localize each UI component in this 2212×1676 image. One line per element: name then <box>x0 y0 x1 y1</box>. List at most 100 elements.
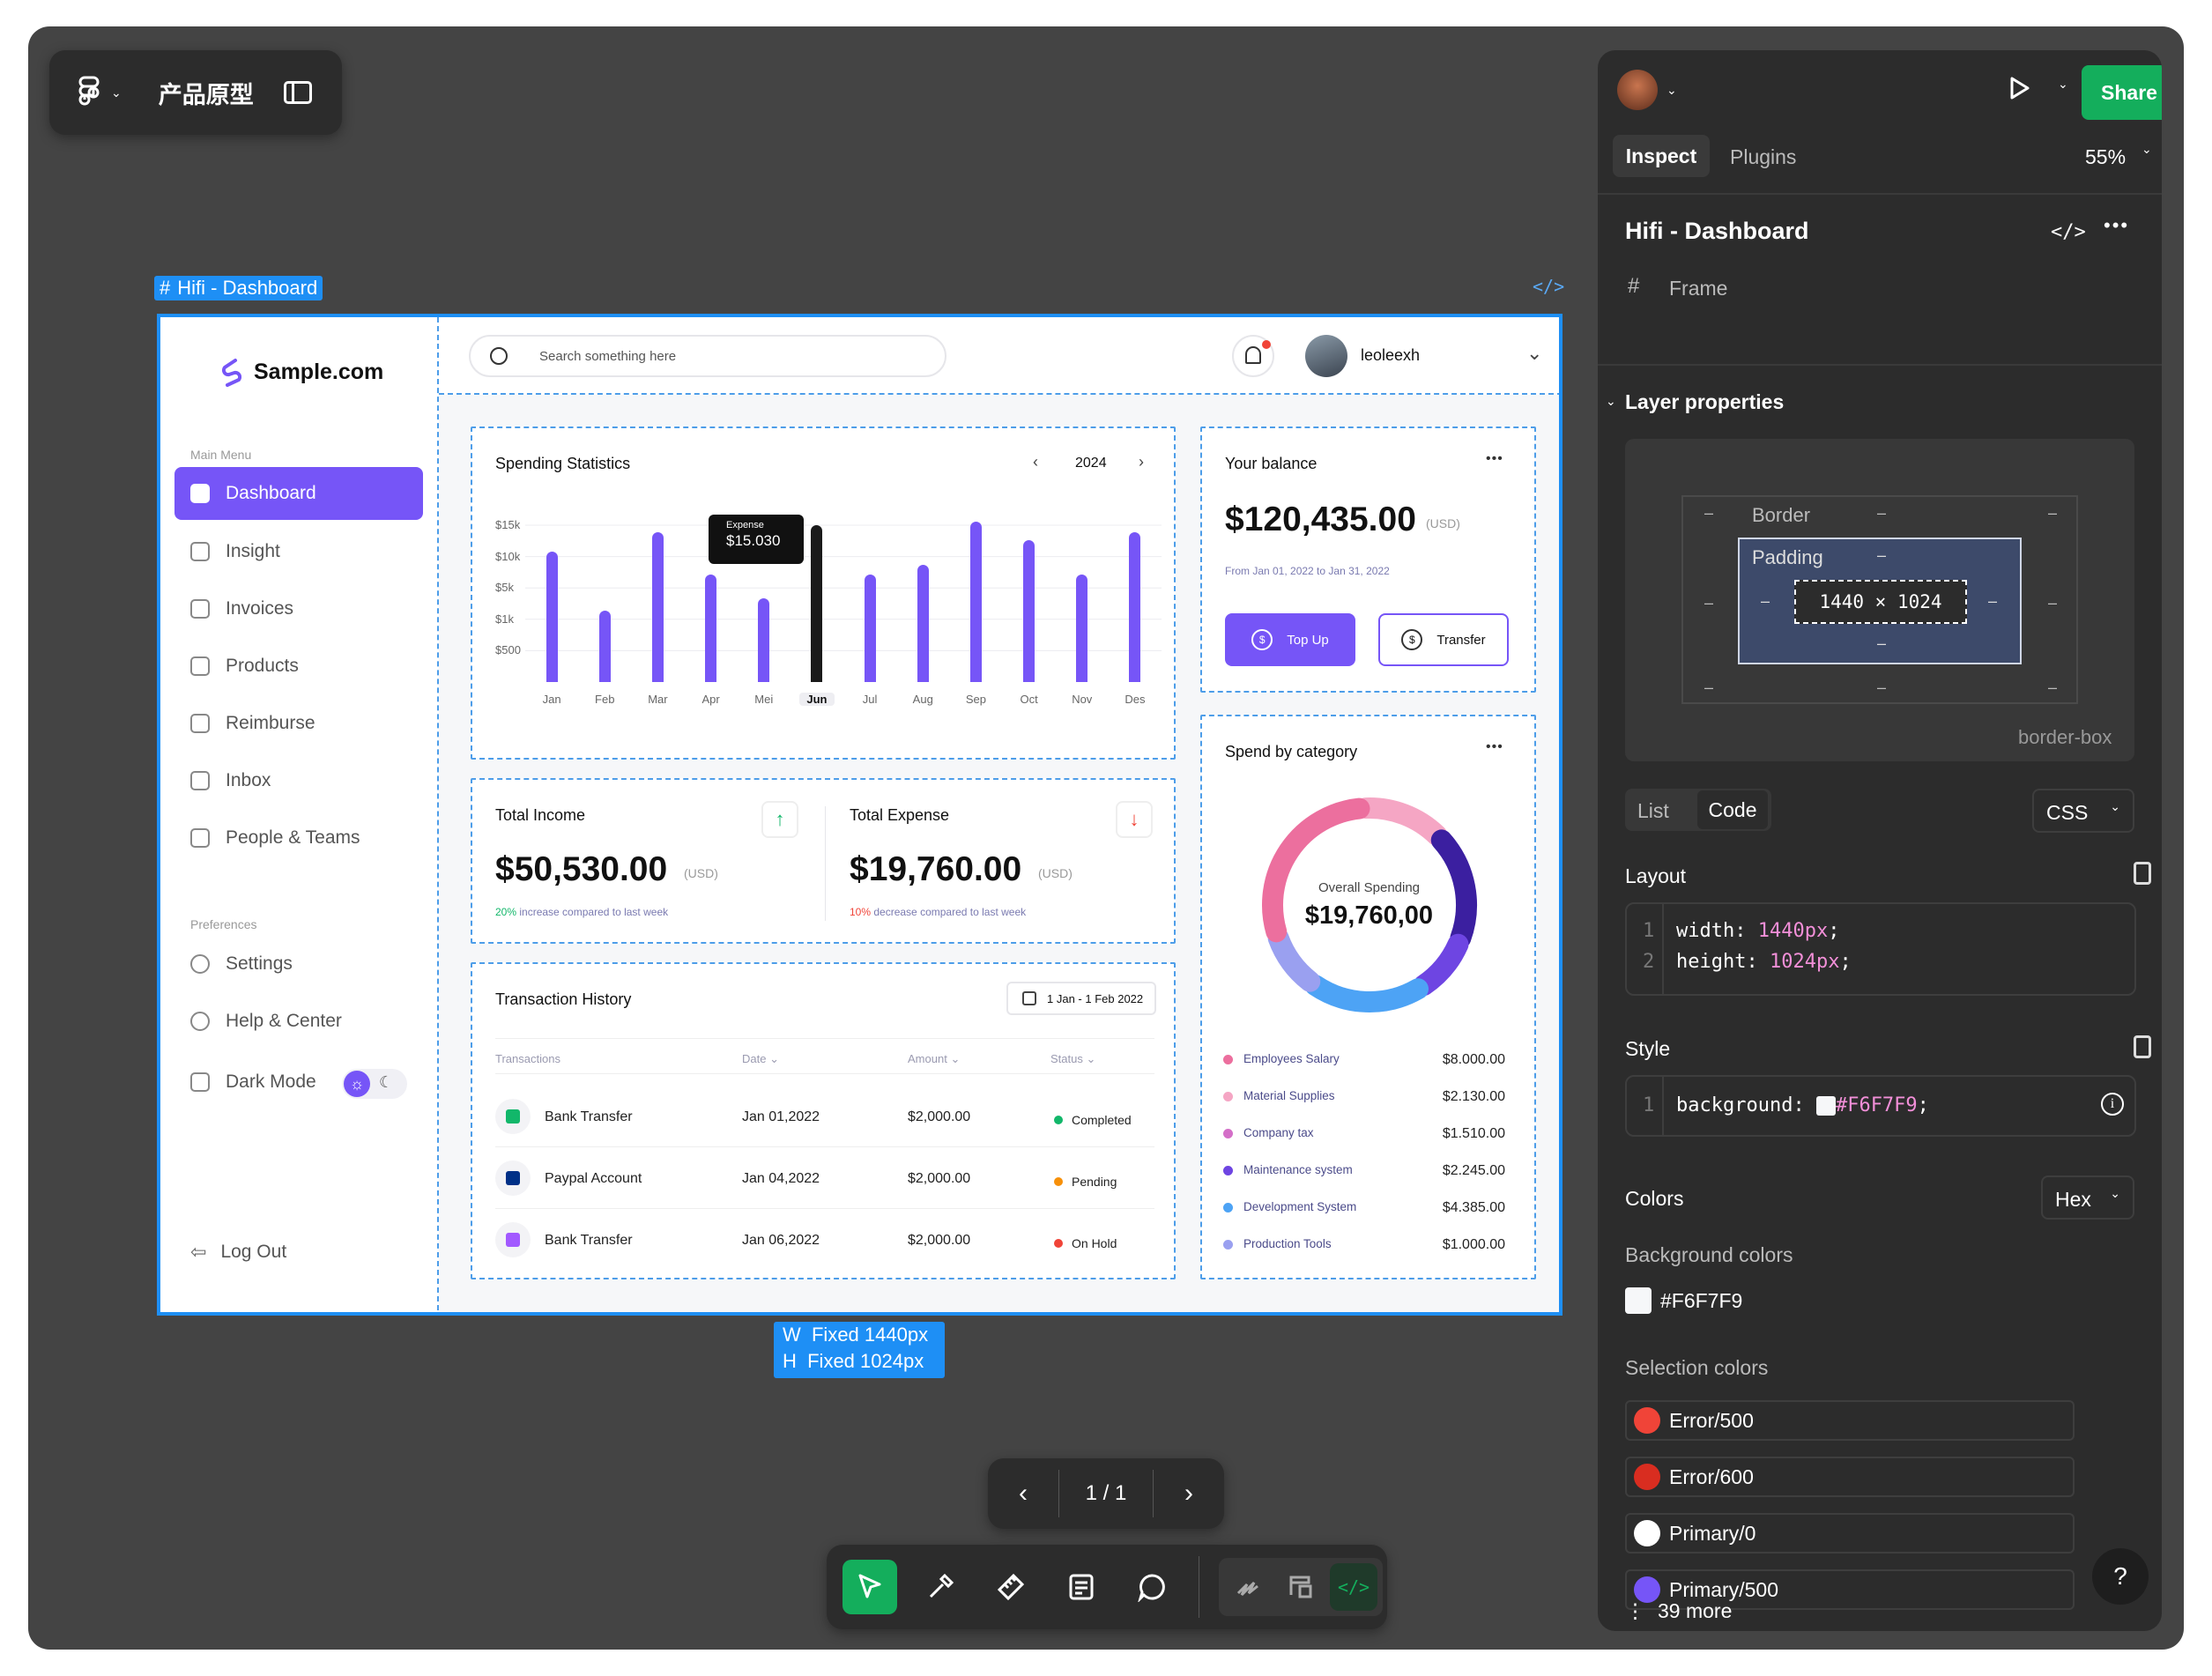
category-donut <box>1262 797 1477 1012</box>
bar-des[interactable] <box>1129 532 1141 682</box>
table-row[interactable]: Bank Transfer Jan 06,2022 $2,000.00 On Hold <box>472 1215 1174 1268</box>
code-icon[interactable]: </> <box>2051 221 2086 243</box>
prev-page-button[interactable]: ‹ <box>1019 1479 1028 1508</box>
category-value: $1.510.00 <box>1442 1126 1505 1141</box>
logout-button[interactable]: ⇦ Log Out <box>174 1226 423 1279</box>
sidebar-item-reimburse[interactable]: Reimburse <box>174 697 423 750</box>
sidebar-item-insight[interactable]: Insight <box>174 525 423 578</box>
sidebar-item-settings[interactable]: Settings <box>174 938 423 990</box>
table-row[interactable]: Bank Transfer Jan 01,2022 $2,000.00 Complet… <box>472 1092 1174 1147</box>
more-icon[interactable]: ••• <box>1486 451 1503 466</box>
table-row[interactable]: Paypal Account Jan 04,2022 $2,000.00 Pendin… <box>472 1153 1174 1209</box>
bar-apr[interactable] <box>705 574 717 682</box>
help-button[interactable]: ? <box>2092 1548 2149 1605</box>
bar-nov[interactable] <box>1076 574 1088 682</box>
project-title[interactable]: 产品原型 <box>158 81 254 108</box>
box-sizing-label: border-box <box>2018 726 2112 748</box>
sidebar-item-products[interactable]: Products <box>174 640 423 693</box>
selection-color-item[interactable]: Primary/500 <box>1625 1569 2075 1610</box>
frame-label[interactable]: # Hifi - Dashboard <box>154 276 323 300</box>
col-status[interactable]: Status ⌄ <box>1050 1052 1096 1065</box>
draw-tool[interactable] <box>1224 1563 1272 1611</box>
comment-tool[interactable] <box>1125 1560 1179 1614</box>
sidebar-item-invoices[interactable]: Invoices <box>174 582 423 635</box>
copy-icon[interactable] <box>2134 862 2151 885</box>
search-input[interactable]: Search something here <box>539 349 677 364</box>
legend-dot <box>1223 1165 1233 1175</box>
selection-color-item[interactable]: Error/500 <box>1625 1400 2075 1441</box>
present-play-icon[interactable] <box>2007 75 2030 100</box>
code-icon[interactable]: </> <box>1533 276 1565 297</box>
sidebar-item-dashboard[interactable]: Dashboard <box>174 467 423 520</box>
color-format-select[interactable]: Hex ⌄ <box>2041 1175 2134 1220</box>
language-select[interactable]: CSS ⌄ <box>2032 789 2134 833</box>
border-bottom-value: – <box>1877 679 1887 696</box>
chevron-down-icon[interactable]: ⌄ <box>1606 394 1616 408</box>
chevron-down-icon[interactable]: ⌄ <box>2141 142 2152 156</box>
copy-icon[interactable] <box>2134 1035 2151 1058</box>
col-amount[interactable]: Amount ⌄ <box>908 1052 961 1065</box>
topup-button[interactable]: $ Top Up <box>1225 613 1355 666</box>
padding-bottom-value: – <box>1877 634 1887 652</box>
bar-oct[interactable] <box>1023 539 1035 682</box>
transfer-label: Transfer <box>1436 632 1486 648</box>
tab-plugins[interactable]: Plugins <box>1730 145 1797 168</box>
prev-year-button[interactable]: ‹ <box>1033 453 1038 471</box>
bar-mei[interactable] <box>758 598 770 682</box>
style-code[interactable]: 1 background: #F6F7F9; i <box>1625 1075 2136 1137</box>
bar-jul[interactable] <box>864 574 876 682</box>
dev-mode-toggle[interactable]: </> <box>1330 1563 1377 1611</box>
selection-color-item[interactable]: Error/600 <box>1625 1457 2075 1497</box>
bar-jan[interactable] <box>546 551 558 682</box>
figma-canvas[interactable]: ⌄ 产品原型 # Hifi - Dashboard </> Sample.com… <box>28 26 2184 1650</box>
selection-color-item[interactable]: Primary/0 <box>1625 1513 2075 1554</box>
bar-mar[interactable] <box>651 532 664 682</box>
dark-mode-toggle[interactable]: ☼ ☾ <box>342 1069 407 1099</box>
annotation-tool[interactable] <box>1054 1560 1109 1614</box>
avatar[interactable] <box>1305 335 1347 377</box>
transfer-button[interactable]: $ Transfer <box>1378 613 1509 666</box>
tab-code[interactable]: Code <box>1697 790 1768 829</box>
sidebar-item-help[interactable]: Help & Center <box>174 995 423 1048</box>
figma-menu-button[interactable]: ⌄ <box>76 76 122 109</box>
brand-name[interactable]: Sample.com <box>254 359 384 384</box>
tab-inspect[interactable]: Inspect <box>1613 135 1710 177</box>
next-year-button[interactable]: › <box>1139 453 1144 471</box>
sidebar-toggle-icon[interactable] <box>283 81 312 104</box>
user-avatar-menu[interactable]: ⌄ <box>1617 70 1677 110</box>
padding-label: Padding <box>1752 546 1823 568</box>
tab-list[interactable]: List <box>1637 799 1669 822</box>
user-name[interactable]: leoleexh <box>1361 346 1421 364</box>
zoom-level[interactable]: 55% <box>2085 145 2127 168</box>
page-divider <box>1153 1470 1154 1517</box>
bar-jun[interactable] <box>811 524 823 682</box>
measure-tool[interactable] <box>984 1560 1038 1614</box>
share-button[interactable]: Share <box>2082 65 2162 120</box>
inspect-tool[interactable] <box>1277 1563 1325 1611</box>
more-colors-link[interactable]: ⋮ 39 more <box>1625 1599 1733 1622</box>
layout-code[interactable]: 1 2 width: 1440px; height: 1024px; <box>1625 902 2136 996</box>
status-badge: On Hold <box>1072 1236 1117 1250</box>
color-format-value: Hex <box>2055 1188 2091 1211</box>
more-icon[interactable]: ••• <box>2104 214 2130 236</box>
chevron-down-icon[interactable]: ⌄ <box>2058 77 2068 91</box>
bar-aug[interactable] <box>917 565 929 682</box>
notification-button[interactable] <box>1232 335 1274 377</box>
next-page-button[interactable]: › <box>1184 1479 1193 1508</box>
move-tool-button[interactable] <box>842 1560 897 1614</box>
topup-label: Top Up <box>1287 632 1329 648</box>
more-icon[interactable]: ••• <box>1486 739 1503 754</box>
user-menu-chevron-icon[interactable]: ⌄ <box>1526 342 1543 364</box>
color-picker-tool[interactable] <box>913 1560 968 1614</box>
category-value: $4.385.00 <box>1442 1200 1505 1215</box>
bar-sep[interactable] <box>969 522 982 682</box>
sidebar-item-inbox[interactable]: Inbox <box>174 754 423 807</box>
dashboard-frame[interactable]: Sample.com Main Menu Dashboard Insight I… <box>157 314 1563 1316</box>
bg-color-item[interactable]: #F6F7F9 <box>1625 1287 1742 1314</box>
col-date[interactable]: Date ⌄ <box>742 1052 779 1065</box>
bar-feb[interactable] <box>598 611 611 682</box>
search-bar[interactable]: Search something here <box>469 335 946 377</box>
date-range-picker[interactable]: 1 Jan - 1 Feb 2022 <box>1006 982 1156 1015</box>
info-icon[interactable]: i <box>2101 1093 2124 1116</box>
sidebar-item-people-teams[interactable]: People & Teams <box>174 812 423 864</box>
